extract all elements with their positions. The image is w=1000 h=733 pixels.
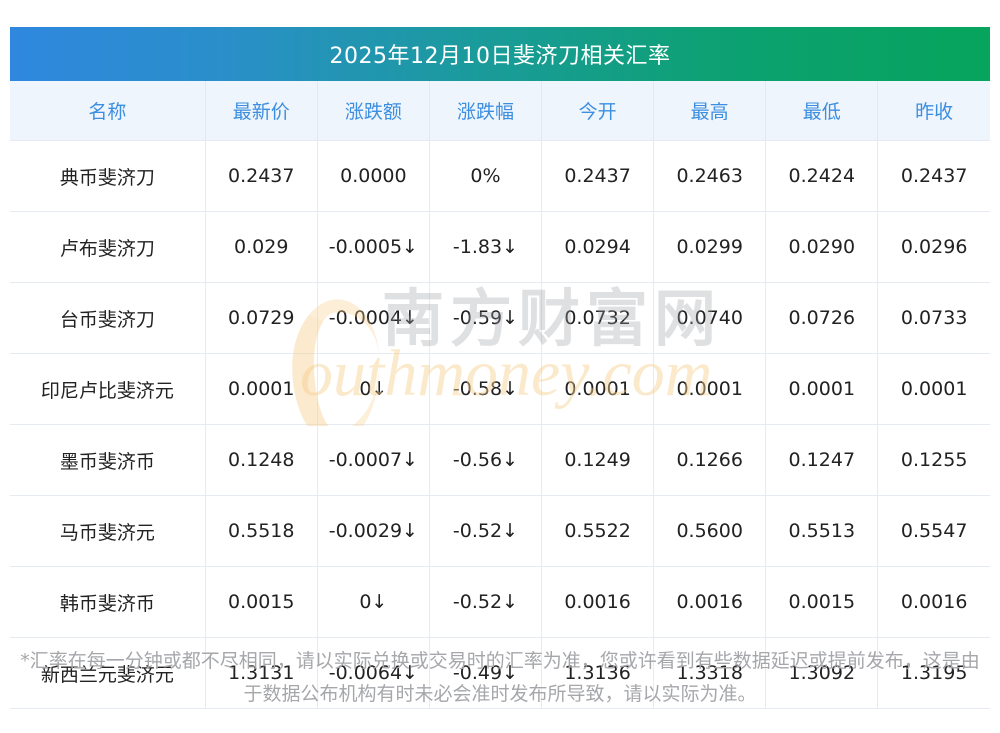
cell-open: 1.3136 bbox=[541, 637, 655, 709]
cell-open: 0.0732 bbox=[541, 282, 655, 354]
column-header-last[interactable]: 最新价 bbox=[205, 81, 318, 141]
cell-change: -0.0005↓ bbox=[317, 211, 430, 283]
cell-high: 0.5600 bbox=[653, 495, 767, 567]
cell-prev: 0.0733 bbox=[877, 282, 990, 354]
table-head: 名称 最新价 涨跌额 涨跌幅 今开 最高 最低 昨收 bbox=[10, 81, 990, 141]
table-body: 典币斐济刀 0.2437 0.0000 0% 0.2437 0.2463 0.2424 0.2… bbox=[10, 140, 990, 709]
cell-last: 0.5518 bbox=[205, 495, 318, 567]
cell-currency-name[interactable]: 印尼卢比斐济元 bbox=[10, 353, 206, 425]
cell-high: 1.3318 bbox=[653, 637, 767, 709]
table-row[interactable]: 卢布斐济刀 0.029 -0.0005↓ -1.83↓ 0.0294 0.0299 0.02… bbox=[10, 211, 990, 283]
cell-pct: -0.59↓ bbox=[429, 282, 543, 354]
cell-prev: 0.0001 bbox=[877, 353, 990, 425]
cell-pct: 0% bbox=[429, 140, 543, 212]
column-header-prev[interactable]: 昨收 bbox=[877, 81, 990, 141]
cell-pct: -0.49↓ bbox=[429, 637, 543, 709]
cell-low: 0.0015 bbox=[765, 566, 879, 638]
cell-open: 0.0001 bbox=[541, 353, 655, 425]
table-row[interactable]: 台币斐济刀 0.0729 -0.0004↓ -0.59↓ 0.0732 0.0740 0.0… bbox=[10, 282, 990, 354]
cell-low: 0.2424 bbox=[765, 140, 879, 212]
cell-currency-name[interactable]: 墨币斐济币 bbox=[10, 424, 206, 496]
cell-prev: 0.1255 bbox=[877, 424, 990, 496]
title-bar: 2025年12月10日斐济刀相关汇率 bbox=[10, 27, 990, 81]
cell-pct: -0.52↓ bbox=[429, 495, 543, 567]
cell-last: 0.029 bbox=[205, 211, 318, 283]
cell-currency-name[interactable]: 新西兰元斐济元 bbox=[10, 637, 206, 709]
cell-open: 0.0016 bbox=[541, 566, 655, 638]
table-header-row: 名称 最新价 涨跌额 涨跌幅 今开 最高 最低 昨收 bbox=[10, 81, 990, 141]
cell-change: -0.0064↓ bbox=[317, 637, 430, 709]
cell-pct: -0.52↓ bbox=[429, 566, 543, 638]
cell-high: 0.0016 bbox=[653, 566, 767, 638]
cell-high: 0.0740 bbox=[653, 282, 767, 354]
cell-change: 0.0000 bbox=[317, 140, 430, 212]
cell-prev: 0.2437 bbox=[877, 140, 990, 212]
cell-open: 0.2437 bbox=[541, 140, 655, 212]
cell-change: -0.0029↓ bbox=[317, 495, 430, 567]
cell-pct: -0.56↓ bbox=[429, 424, 543, 496]
cell-high: 0.0001 bbox=[653, 353, 767, 425]
cell-low: 0.0001 bbox=[765, 353, 879, 425]
cell-high: 0.1266 bbox=[653, 424, 767, 496]
column-header-high[interactable]: 最高 bbox=[653, 81, 767, 141]
cell-currency-name[interactable]: 卢布斐济刀 bbox=[10, 211, 206, 283]
cell-low: 1.3092 bbox=[765, 637, 879, 709]
table-row[interactable]: 典币斐济刀 0.2437 0.0000 0% 0.2437 0.2463 0.2424 0.2… bbox=[10, 140, 990, 212]
table-row[interactable]: 墨币斐济币 0.1248 -0.0007↓ -0.56↓ 0.1249 0.1266 0.1… bbox=[10, 424, 990, 496]
cell-prev: 1.3195 bbox=[877, 637, 990, 709]
exchange-rate-table: 名称 最新价 涨跌额 涨跌幅 今开 最高 最低 昨收 典币斐济刀 0.2437 0.… bbox=[10, 81, 990, 709]
column-header-name[interactable]: 名称 bbox=[10, 81, 206, 141]
cell-low: 0.0290 bbox=[765, 211, 879, 283]
cell-currency-name[interactable]: 马币斐济元 bbox=[10, 495, 206, 567]
cell-low: 0.1247 bbox=[765, 424, 879, 496]
table-row[interactable]: 印尼卢比斐济元 0.0001 0↓ -0.58↓ 0.0001 0.0001 0.0001 0… bbox=[10, 353, 990, 425]
table-row[interactable]: 马币斐济元 0.5518 -0.0029↓ -0.52↓ 0.5522 0.5600 0.5… bbox=[10, 495, 990, 567]
cell-last: 0.0729 bbox=[205, 282, 318, 354]
cell-currency-name[interactable]: 台币斐济刀 bbox=[10, 282, 206, 354]
cell-last: 0.1248 bbox=[205, 424, 318, 496]
cell-prev: 0.0296 bbox=[877, 211, 990, 283]
cell-prev: 0.5547 bbox=[877, 495, 990, 567]
table-row[interactable]: 新西兰元斐济元 1.3131 -0.0064↓ -0.49↓ 1.3136 1.3318 1… bbox=[10, 637, 990, 709]
column-header-low[interactable]: 最低 bbox=[765, 81, 879, 141]
page-title: 2025年12月10日斐济刀相关汇率 bbox=[329, 44, 671, 69]
cell-open: 0.1249 bbox=[541, 424, 655, 496]
disclaimer-note: *汇率在每一分钟或都不尽相同，请以实际兑换或交易时的汇率为准，您或许看到有些数据… bbox=[20, 650, 980, 705]
cell-pct: -1.83↓ bbox=[429, 211, 543, 283]
cell-high: 0.2463 bbox=[653, 140, 767, 212]
cell-open: 0.5522 bbox=[541, 495, 655, 567]
cell-open: 0.0294 bbox=[541, 211, 655, 283]
column-header-open[interactable]: 今开 bbox=[541, 81, 655, 141]
cell-prev: 0.0016 bbox=[877, 566, 990, 638]
cell-last: 0.2437 bbox=[205, 140, 318, 212]
table-row[interactable]: 韩币斐济币 0.0015 0↓ -0.52↓ 0.0016 0.0016 0.0015 0.0… bbox=[10, 566, 990, 638]
column-header-change[interactable]: 涨跌额 bbox=[317, 81, 430, 141]
cell-last: 1.3131 bbox=[205, 637, 318, 709]
column-header-pct[interactable]: 涨跌幅 bbox=[429, 81, 543, 141]
cell-low: 0.0726 bbox=[765, 282, 879, 354]
cell-change: -0.0004↓ bbox=[317, 282, 430, 354]
cell-change: 0↓ bbox=[317, 353, 430, 425]
cell-currency-name[interactable]: 韩币斐济币 bbox=[10, 566, 206, 638]
cell-change: -0.0007↓ bbox=[317, 424, 430, 496]
cell-high: 0.0299 bbox=[653, 211, 767, 283]
cell-low: 0.5513 bbox=[765, 495, 879, 567]
cell-last: 0.0001 bbox=[205, 353, 318, 425]
cell-pct: -0.58↓ bbox=[429, 353, 543, 425]
cell-change: 0↓ bbox=[317, 566, 430, 638]
cell-last: 0.0015 bbox=[205, 566, 318, 638]
cell-currency-name[interactable]: 典币斐济刀 bbox=[10, 140, 206, 212]
